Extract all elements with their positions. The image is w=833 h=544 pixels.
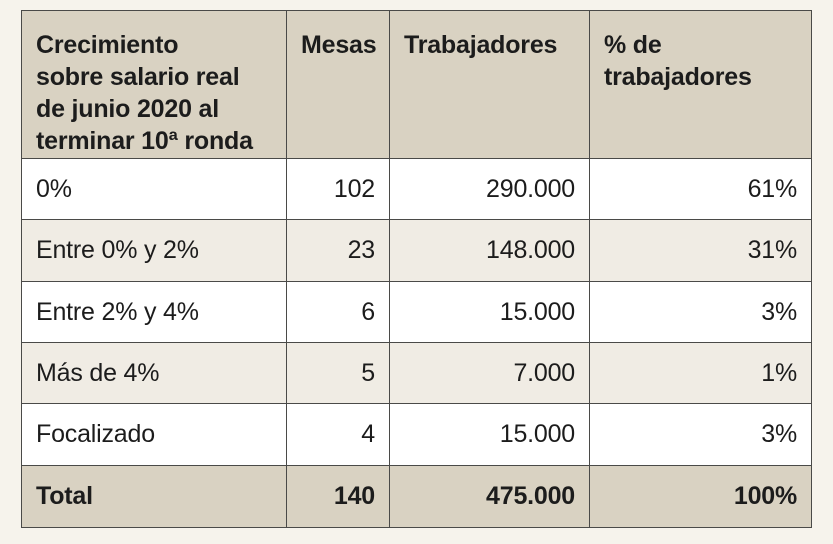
row-trabajadores: 15.000: [389, 280, 590, 343]
row-mesas: 102: [286, 157, 390, 221]
row-trabajadores: 290.000: [389, 157, 590, 221]
row-mesas: 4: [286, 403, 390, 466]
row-category: Entre 0% y 2%: [21, 219, 287, 282]
total-pct: 100%: [589, 464, 812, 529]
row-pct: 31%: [589, 219, 812, 282]
table-row: Focalizado 4 15.000 3%: [21, 403, 812, 466]
header-mesas: Mesas: [286, 10, 390, 159]
row-trabajadores: 7.000: [389, 341, 590, 405]
table-row: Entre 0% y 2% 23 148.000 31%: [21, 219, 812, 282]
table-header-row: Crecimiento sobre salario real de junio …: [21, 10, 812, 159]
row-trabajadores: 15.000: [389, 403, 590, 466]
row-category: Más de 4%: [21, 341, 287, 405]
row-mesas: 5: [286, 341, 390, 405]
wage-growth-table: Crecimiento sobre salario real de junio …: [21, 10, 812, 529]
total-mesas: 140: [286, 464, 390, 529]
table-row: 0% 102 290.000 61%: [21, 157, 812, 221]
header-trabajadores: Trabajadores: [389, 10, 590, 159]
row-mesas: 6: [286, 280, 390, 343]
row-pct: 3%: [589, 280, 812, 343]
row-category: 0%: [21, 157, 287, 221]
total-trabajadores: 475.000: [389, 464, 590, 529]
header-growth: Crecimiento sobre salario real de junio …: [21, 10, 287, 159]
row-pct: 3%: [589, 403, 812, 466]
row-mesas: 23: [286, 219, 390, 282]
row-pct: 61%: [589, 157, 812, 221]
row-trabajadores: 148.000: [389, 219, 590, 282]
table-row: Entre 2% y 4% 6 15.000 3%: [21, 280, 812, 343]
row-category: Entre 2% y 4%: [21, 280, 287, 343]
table-row: Más de 4% 5 7.000 1%: [21, 341, 812, 405]
total-label: Total: [21, 464, 287, 529]
row-category: Focalizado: [21, 403, 287, 466]
table-total-row: Total 140 475.000 100%: [21, 464, 812, 529]
row-pct: 1%: [589, 341, 812, 405]
header-pct-trabajadores: % de trabajadores: [589, 10, 812, 159]
